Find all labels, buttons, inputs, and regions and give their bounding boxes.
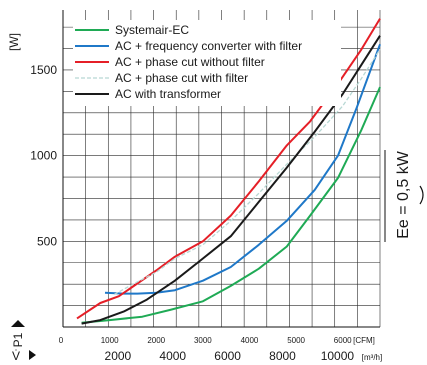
- x-axis-arrow-icon: [29, 350, 36, 360]
- y-tick-label: 1500: [30, 63, 57, 77]
- cfm-tick-label: 2000: [147, 336, 165, 345]
- cfm-tick-label: 4000: [241, 336, 259, 345]
- m3h-tick-label: 6000: [214, 349, 241, 363]
- cfm-tick-label: 0: [59, 336, 64, 345]
- side-annotation: Ee = 0,5 kW: [384, 150, 424, 242]
- series-line-3: [113, 49, 381, 295]
- legend-label: AC + phase cut with filter: [115, 71, 248, 85]
- legend-label: AC with transformer: [115, 87, 221, 101]
- y-axis-unit-label: [W]: [7, 33, 21, 51]
- series-line-0: [81, 86, 381, 324]
- series-lines: [76, 18, 381, 325]
- legend-background: [73, 20, 341, 106]
- cfm-tick-label: 5000: [287, 336, 305, 345]
- cfm-tick-label: 3000: [194, 336, 212, 345]
- m3h-tick-label: 4000: [159, 349, 186, 363]
- cfm-tick-label: 6000: [334, 336, 352, 345]
- m3h-unit-label: [m³/h]: [362, 353, 382, 362]
- y-tick-label: 500: [37, 234, 57, 248]
- m3h-tick-label: 10000: [321, 349, 355, 363]
- legend-label: AC + frequency converter with filter: [115, 39, 302, 53]
- series-line-4: [81, 35, 381, 325]
- y-axis-symbol: P1: [11, 332, 25, 347]
- series-line-1: [104, 43, 381, 295]
- y-tick-label: 1000: [30, 149, 57, 163]
- cfm-tick-label: 1000: [101, 336, 119, 345]
- cfm-unit-label: [CFM]: [353, 336, 375, 345]
- legend: Systemair-EC AC + frequency converter wit…: [73, 20, 341, 106]
- legend-label: AC + phase cut without filter: [115, 55, 265, 69]
- legend-label: Systemair-EC: [115, 23, 189, 37]
- m3h-tick-label: 8000: [269, 349, 296, 363]
- y-axis-arrow-icon: [11, 320, 25, 327]
- side-arrow-icon: [419, 185, 424, 205]
- x-axis-symbol: V̇: [12, 349, 20, 363]
- side-annotation-label: Ee = 0,5 kW: [395, 150, 412, 238]
- m3h-tick-label: 2000: [105, 349, 132, 363]
